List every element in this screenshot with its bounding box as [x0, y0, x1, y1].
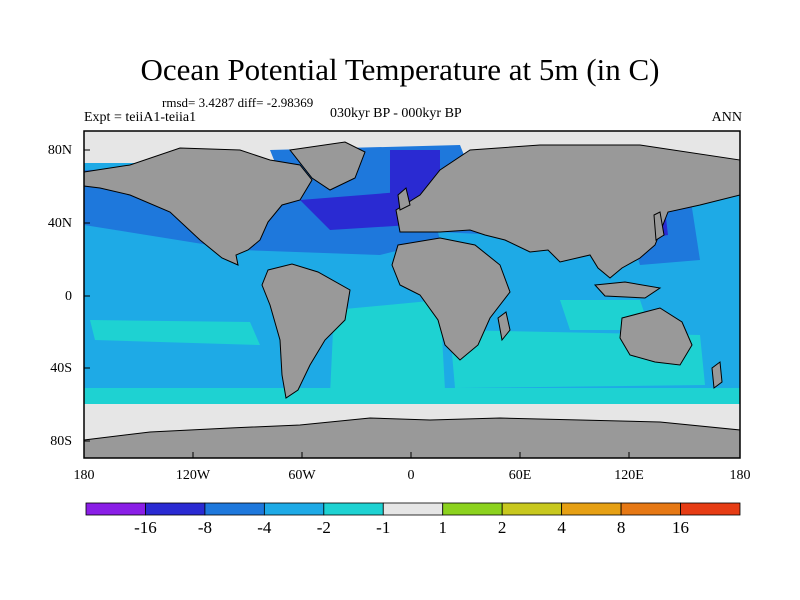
greenland	[289, 141, 366, 191]
south-america	[261, 263, 351, 399]
colorbar-swatch	[561, 502, 622, 516]
japan	[653, 211, 665, 241]
lon-label-60e: 60E	[508, 468, 532, 483]
lat-label-40n: 40N	[47, 216, 72, 231]
land-masses	[83, 141, 741, 459]
new-zealand	[711, 361, 723, 389]
colorbar-label: 8	[616, 518, 626, 537]
indonesia	[593, 281, 662, 299]
colorbar-label: -1	[376, 518, 391, 537]
lat-label-40s: 40S	[50, 361, 72, 376]
colorbar-swatch	[442, 502, 503, 516]
north-america	[83, 147, 313, 266]
lon-label-180e: 180	[729, 468, 751, 483]
colorbar-label: -4	[257, 518, 272, 537]
map-frame	[83, 130, 741, 459]
colorbar-swatch	[263, 502, 325, 516]
colorbar-swatch	[501, 502, 563, 516]
experiment-label: Expt = teiiA1-teiia1	[84, 110, 197, 125]
australia	[619, 307, 693, 366]
colorbar-swatch	[145, 502, 206, 516]
colorbar-label: 4	[557, 518, 566, 537]
colorbar-label: 1	[438, 518, 447, 537]
uk	[397, 187, 411, 211]
lon-label-180w: 180	[73, 468, 95, 483]
lat-label-80n: 80N	[47, 143, 72, 158]
lat-label-0: 0	[65, 289, 72, 304]
lon-label-0: 0	[407, 468, 415, 483]
colorbar-label: 16	[672, 518, 690, 537]
plot-title: Ocean Potential Temperature at 5m (in C)	[140, 52, 660, 87]
axis-ticks	[83, 149, 741, 458]
lat-label-80s: 80S	[50, 434, 72, 449]
colorbar-swatch	[680, 502, 741, 516]
madagascar	[497, 311, 511, 342]
period-label: 030kyr BP - 000kyr BP	[330, 106, 462, 121]
colorbar-swatch	[323, 502, 384, 516]
stats-text: rmsd= 3.4287 diff= -2.98369	[162, 95, 314, 110]
colorbar	[85, 502, 741, 516]
lon-label-60w: 60W	[288, 468, 316, 483]
colorbar-label: -2	[316, 518, 331, 537]
africa	[391, 237, 511, 361]
lon-label-120e: 120E	[614, 468, 644, 483]
map-panel	[83, 130, 741, 459]
season-label: ANN	[711, 110, 742, 125]
colorbar-label: -16	[134, 518, 157, 537]
colorbar-swatch	[620, 502, 681, 516]
colorbar-swatch	[382, 502, 444, 516]
colorbar-swatch	[204, 502, 265, 516]
lon-label-120w: 120W	[175, 468, 211, 483]
colorbar-swatch	[85, 502, 146, 516]
eurasia	[395, 144, 741, 279]
colorbar-label: 2	[497, 518, 507, 537]
colorbar-label: -8	[197, 518, 212, 537]
